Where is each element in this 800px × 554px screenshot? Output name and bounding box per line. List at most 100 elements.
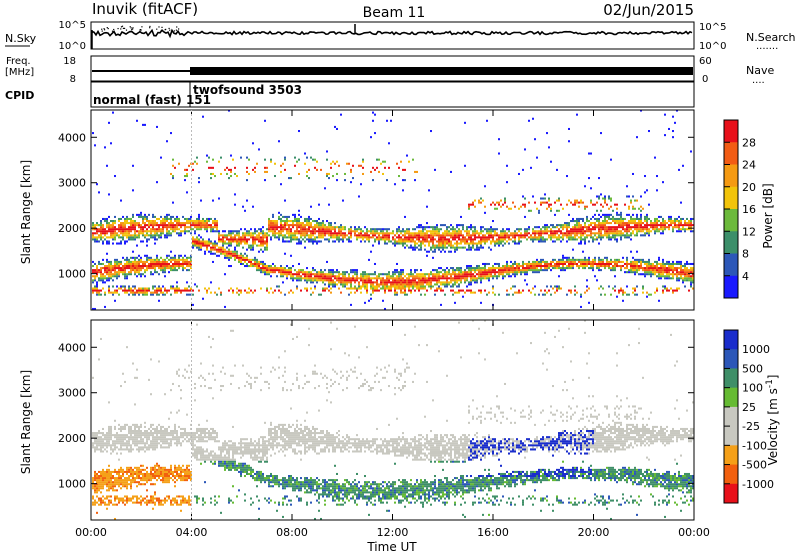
- range-gate-cell: [128, 293, 130, 296]
- range-gate-cell: [376, 285, 378, 288]
- range-gate-cell: [456, 281, 458, 284]
- range-gate-cell: [642, 222, 644, 225]
- range-gate-cell: [208, 166, 210, 169]
- range-gate-cell: [134, 271, 136, 274]
- range-gate-cell: [526, 234, 528, 237]
- range-gate-cell: [528, 209, 530, 212]
- range-gate-cell: [110, 291, 112, 294]
- range-gate-cell: [452, 244, 454, 247]
- range-gate-cell: [482, 240, 484, 243]
- range-gate-cell: [484, 271, 486, 274]
- range-gate-cell: [424, 236, 426, 239]
- range-gate-cell: [628, 230, 630, 233]
- range-gate-cell: [580, 295, 582, 298]
- range-gate-cell: [250, 265, 252, 268]
- range-gate-cell: [446, 242, 448, 245]
- range-gate-cell: [534, 271, 536, 274]
- range-gate-cell: [270, 230, 272, 233]
- range-gate-cell: [590, 260, 592, 263]
- range-gate-cell: [340, 234, 342, 237]
- range-gate-cell: [664, 228, 666, 231]
- range-gate-cell: [648, 234, 650, 237]
- range-gate-cell: [368, 236, 370, 239]
- range-gate-cell: [206, 248, 208, 251]
- range-gate-cell: [536, 238, 538, 241]
- range-gate-cell: [366, 291, 368, 294]
- range-gate-cell: [350, 279, 352, 282]
- range-gate-cell: [362, 273, 364, 276]
- range-gate-cell: [650, 293, 652, 296]
- range-gate-cell: [382, 273, 384, 276]
- range-gate-cell: [432, 250, 434, 253]
- range-gate-cell: [390, 275, 392, 278]
- range-gate-cell: [630, 201, 632, 204]
- range-gate-cell: [246, 179, 248, 182]
- range-gate-cell: [134, 232, 136, 235]
- range-gate-cell: [386, 230, 388, 233]
- range-gate-cell: [650, 273, 652, 276]
- range-gate-cell: [216, 224, 218, 227]
- range-gate-cell: [584, 232, 586, 235]
- range-gate-cell: [120, 222, 122, 225]
- range-gate-cell: [598, 269, 600, 272]
- range-gate-cell: [234, 256, 236, 259]
- range-gate-cell: [442, 277, 444, 280]
- range-gate-cell: [442, 248, 444, 251]
- range-gate-cell: [102, 279, 104, 282]
- range-gate-cell: [526, 238, 528, 241]
- range-gate-cell: [126, 258, 128, 261]
- range-gate-cell: [658, 258, 660, 261]
- range-gate-cell: [230, 234, 232, 237]
- range-gate-cell: [588, 267, 590, 270]
- range-gate-cell: [168, 262, 170, 265]
- range-gate-cell: [108, 224, 110, 227]
- range-gate-cell: [446, 238, 448, 241]
- range-gate-cell: [352, 177, 354, 180]
- range-gate-cell: [628, 220, 630, 223]
- range-gate-cell: [576, 238, 578, 241]
- range-gate-cell: [312, 291, 314, 294]
- range-gate-cell: [262, 226, 264, 229]
- range-gate-cell: [580, 224, 582, 227]
- range-gate-cell: [294, 232, 296, 235]
- range-gate-cell: [312, 273, 314, 276]
- range-gate-cell: [642, 228, 644, 231]
- range-gate-cell: [410, 283, 412, 286]
- range-gate-cell: [624, 230, 626, 233]
- range-gate-cell: [204, 226, 206, 229]
- range-gate-cell: [232, 291, 234, 294]
- range-gate-cell: [454, 275, 456, 278]
- range-gate-cell: [392, 230, 394, 233]
- range-gate-cell: [474, 291, 476, 294]
- range-gate-cell: [212, 166, 214, 169]
- range-gate-cell: [322, 220, 324, 223]
- range-gate-cell: [422, 283, 424, 286]
- range-gate-cell: [252, 242, 254, 245]
- range-gate-cell: [432, 285, 434, 288]
- range-gate-cell: [140, 289, 142, 292]
- range-gate-cell: [118, 287, 120, 290]
- range-gate-cell: [138, 226, 140, 229]
- range-gate-cell: [302, 271, 304, 274]
- range-gate-cell: [624, 222, 626, 225]
- range-gate-cell: [164, 215, 166, 218]
- range-gate-cell: [588, 287, 590, 290]
- range-gate-cell: [300, 230, 302, 233]
- range-gate-cell: [494, 240, 496, 243]
- range-gate-cell: [470, 273, 472, 276]
- range-gate-cell: [388, 287, 390, 290]
- range-gate-cell: [636, 136, 638, 139]
- range-gate-cell: [96, 236, 98, 239]
- nsky-dot: [168, 27, 170, 30]
- range-gate-cell: [544, 260, 546, 263]
- range-gate-cell: [390, 285, 392, 288]
- range-gate-cell: [562, 238, 564, 241]
- range-gate-cell: [562, 267, 564, 270]
- range-gate-cell: [380, 238, 382, 241]
- range-gate-cell: [238, 242, 240, 245]
- range-gate-cell: [130, 273, 132, 276]
- range-gate-cell: [406, 154, 408, 157]
- range-gate-cell: [442, 273, 444, 276]
- range-gate-cell: [534, 138, 536, 141]
- range-gate-cell: [372, 228, 374, 231]
